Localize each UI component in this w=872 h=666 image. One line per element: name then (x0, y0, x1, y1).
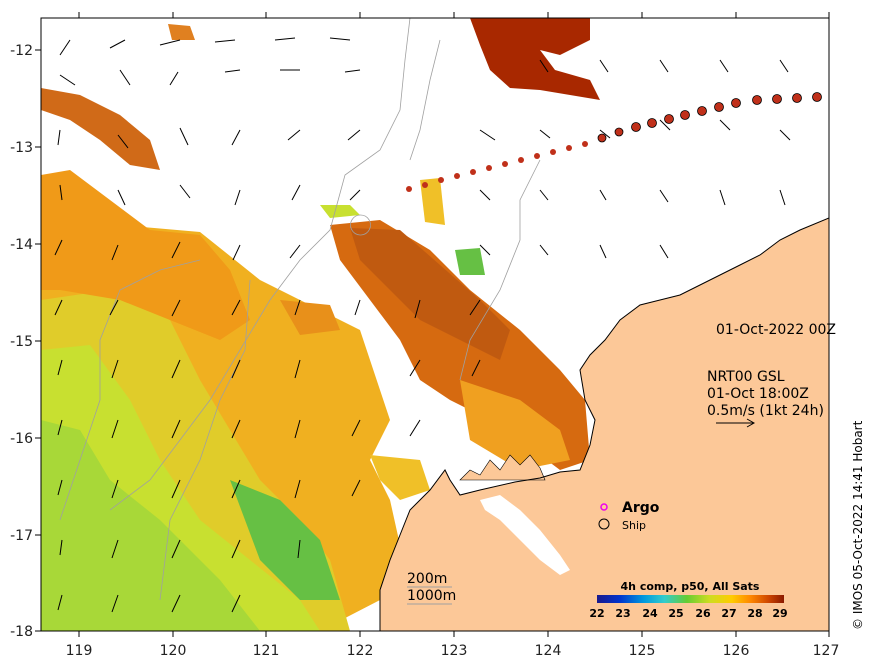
lon-tick-label: 125 (629, 643, 656, 659)
lon-tick-labels: 119 120 121 122 123 124 125 126 127 (66, 643, 840, 659)
lat-tick-label: -13 (10, 140, 33, 156)
axis-ticks (35, 12, 830, 637)
vector-scale-arrow (716, 418, 756, 428)
colorbar-tick: 27 (721, 607, 736, 620)
lat-tick-label: -16 (10, 431, 33, 447)
colorbar-tick: 26 (695, 607, 711, 620)
argo-marker-icon (600, 503, 608, 511)
lon-tick-label: 124 (535, 643, 562, 659)
analysis-time-label: 01-Oct-2022 00Z (716, 322, 836, 338)
vector-scale-label: 0.5m/s (1kt 24h) (707, 403, 824, 419)
land-mass (380, 218, 829, 631)
lon-tick-label: 121 (253, 643, 280, 659)
lat-tick-labels: -12 -13 -14 -15 -16 -17 -18 (10, 43, 33, 640)
colorbar-tick: 29 (772, 607, 787, 620)
lon-tick-label: 120 (160, 643, 187, 659)
colorbar-tick: 22 (589, 607, 604, 620)
colorbar-tick: 28 (747, 607, 762, 620)
coastline (379, 217, 829, 631)
lon-tick-label: 126 (723, 643, 750, 659)
ship-marker-icon (598, 518, 610, 530)
lon-tick-label: 127 (813, 643, 840, 659)
lat-tick-label: -18 (10, 624, 33, 640)
lat-tick-label: -15 (10, 334, 33, 350)
lat-tick-label: -12 (10, 43, 33, 59)
lon-tick-label: 123 (441, 643, 468, 659)
ship-legend-label: Ship (622, 519, 646, 532)
colorbar-tick: 23 (615, 607, 630, 620)
current-time-label: 01-Oct 18:00Z (707, 386, 809, 402)
colorbar-title: 4h comp, p50, All Sats (621, 580, 760, 593)
lon-tick-label: 119 (66, 643, 93, 659)
argo-legend-label: Argo (622, 500, 660, 516)
contour-1000-label: 1000m (407, 588, 456, 604)
colorbar (597, 595, 784, 603)
colorbar-tick: 24 (642, 607, 658, 620)
contour-200-label: 200m (407, 571, 447, 587)
lat-tick-label: -14 (10, 237, 33, 253)
plot-frame (40, 17, 830, 632)
lat-tick-label: -17 (10, 528, 33, 544)
ship-track (406, 92, 822, 192)
bathymetry-contours (59, 18, 541, 601)
lon-tick-label: 122 (347, 643, 374, 659)
current-source-label: NRT00 GSL (707, 369, 785, 385)
credit-label: © IMOS 05-Oct-2022 14:41 Hobart (851, 420, 865, 630)
colorbar-tick: 25 (668, 607, 683, 620)
colorbar-ticks: 22 23 24 25 26 27 28 29 (589, 607, 787, 620)
current-vectors (54, 37, 791, 613)
sst-field (41, 18, 600, 631)
